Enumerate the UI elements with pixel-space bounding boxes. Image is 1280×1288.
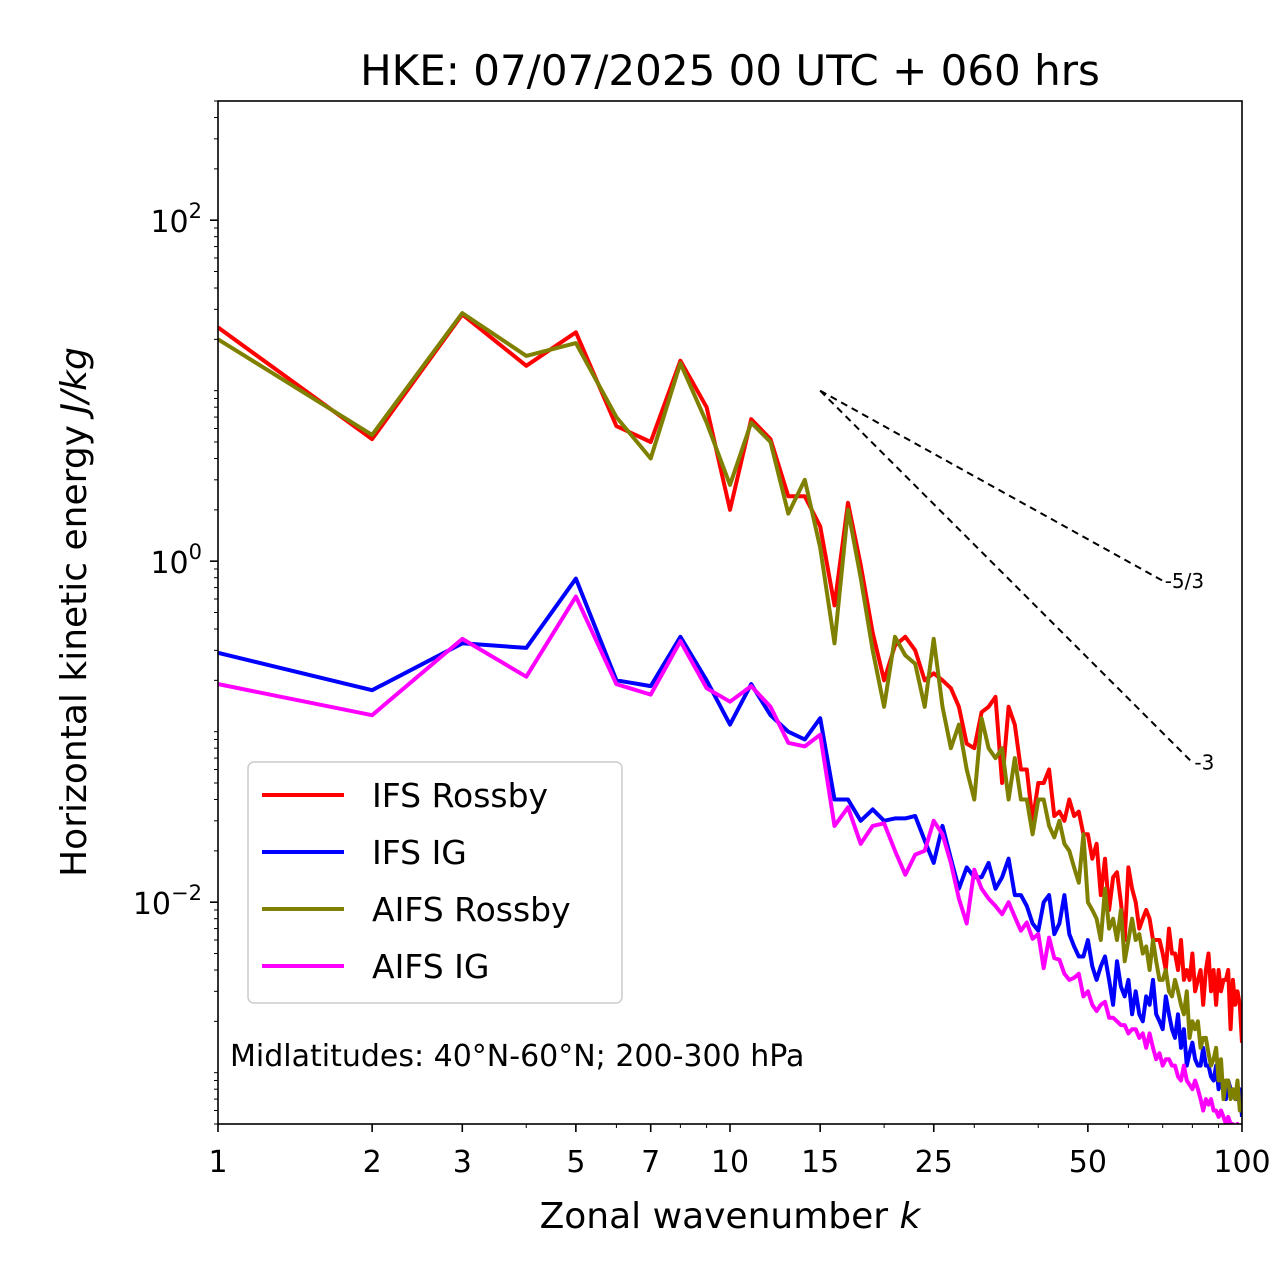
y-tick-base: 10	[150, 546, 188, 581]
x-tick-label: 2	[363, 1145, 382, 1180]
x-axis-label-text: Zonal wavenumber	[540, 1196, 889, 1237]
x-tick-label: 15	[801, 1145, 839, 1180]
x-tick-label: 25	[915, 1145, 953, 1180]
legend-label: AIFS IG	[372, 947, 489, 986]
x-tick-label: 5	[566, 1145, 585, 1180]
series-line-ifs-ig	[218, 576, 1242, 1118]
chart-title: HKE: 07/07/2025 00 UTC + 060 hrs	[360, 46, 1100, 95]
legend-label: IFS IG	[372, 833, 467, 872]
legend-box	[247, 761, 623, 1004]
y-axis-label-text: Horizontal kinetic energy	[54, 425, 95, 877]
y-tick-base: 10	[150, 205, 188, 240]
y-axis-label: Horizontal kinetic energy J/kg	[54, 347, 95, 877]
series-layer	[218, 311, 1242, 1124]
reference-slope-line	[819, 389, 1164, 582]
x-axis-label-var: k	[900, 1196, 923, 1237]
y-tick-label: 100	[150, 540, 202, 581]
series-line-aifs-rossby	[218, 311, 1242, 1113]
legend-label: IFS Rossby	[372, 776, 548, 815]
x-tick-label: 100	[1213, 1145, 1270, 1180]
x-tick-label: 10	[711, 1145, 749, 1180]
reference-slope-label: -5/3	[1165, 569, 1204, 593]
region-annotation: Midlatitudes: 40°N-60°N; 200-300 hPa	[230, 1039, 804, 1074]
legend-label: AIFS Rossby	[372, 890, 571, 929]
x-axis-label: Zonal wavenumber k	[540, 1196, 923, 1237]
y-tick-exponent: 2	[189, 199, 202, 223]
y-tick-label: 10−2	[133, 881, 202, 922]
reference-slope-label: -3	[1194, 751, 1214, 775]
series-line-aifs-ig	[218, 594, 1240, 1124]
y-tick-exponent: 0	[189, 540, 202, 564]
reference-slope-line	[819, 389, 1194, 764]
y-tick-base: 10	[133, 887, 171, 922]
legend: IFS Rossby IFS IG AIFS Rossby AIFS IG	[247, 761, 623, 1004]
reference-slope-layer: -5/3 -3	[819, 389, 1214, 775]
x-tick-label: 3	[453, 1145, 472, 1180]
x-tick-label: 1	[208, 1145, 227, 1180]
plot-frame	[217, 100, 1243, 1125]
x-tick-label: 7	[641, 1145, 660, 1180]
y-tick-label: 102	[150, 199, 202, 240]
x-tick-label: 50	[1069, 1145, 1107, 1180]
y-tick-exponent: −2	[171, 881, 202, 905]
y-axis-label-unit: J/kg	[54, 347, 95, 419]
